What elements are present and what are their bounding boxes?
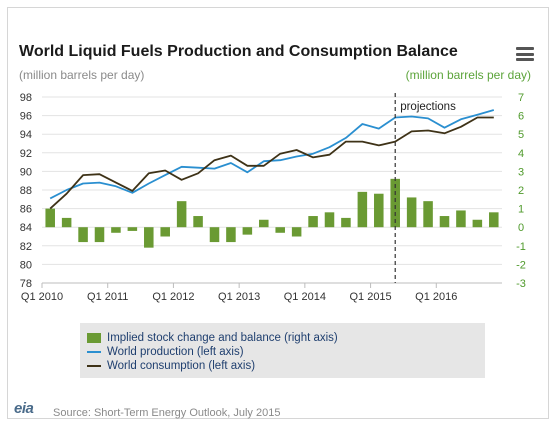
eia-logo: eia — [14, 400, 34, 417]
line-world-production — [49, 109, 495, 200]
right-tick-label: -1 — [516, 241, 526, 253]
left-tick-label: 94 — [20, 129, 32, 141]
right-tick-label: 1 — [518, 204, 524, 216]
legend-label: World production (left axis) — [107, 346, 244, 358]
left-tick-label: 92 — [20, 148, 32, 160]
legend-item-stock-change[interactable]: Implied stock change and balance (right … — [87, 332, 338, 346]
legend-item-consumption[interactable]: World consumption (left axis) — [87, 360, 255, 374]
right-tick-label: 2 — [518, 185, 524, 197]
bar-stock-change — [160, 227, 170, 237]
bar-stock-change — [226, 227, 236, 243]
bar-series — [45, 178, 499, 248]
left-axis-unit: (million barrels per day) — [19, 68, 145, 82]
bar-stock-change — [324, 212, 335, 228]
bar-stock-change — [94, 227, 105, 243]
x-tick-label: Q1 2016 — [415, 291, 457, 303]
left-tick-label: 84 — [20, 222, 32, 234]
bar-stock-change — [127, 227, 138, 231]
bar-stock-change — [291, 227, 302, 237]
bar-stock-change — [193, 216, 203, 228]
grid-lines — [42, 96, 502, 284]
right-tick-label: 6 — [518, 111, 524, 123]
left-tick-label: 90 — [20, 166, 32, 178]
bar-stock-change — [242, 227, 253, 235]
right-tick-label: 7 — [518, 92, 524, 104]
bar-stock-change — [406, 197, 417, 228]
bar-stock-change — [209, 227, 220, 243]
left-tick-label: 88 — [20, 185, 32, 197]
bar-stock-change — [259, 219, 269, 228]
x-tick-label: Q1 2012 — [152, 291, 194, 303]
x-tick-label: Q1 2013 — [218, 291, 260, 303]
hamburger-menu-icon[interactable] — [516, 47, 534, 61]
left-tick-label: 96 — [20, 111, 32, 123]
right-axis-unit: (million barrels per day) — [405, 68, 531, 82]
right-tick-label: 5 — [518, 129, 524, 141]
x-tick-label: Q1 2014 — [284, 291, 326, 303]
bar-stock-change — [61, 217, 72, 228]
left-tick-label: 86 — [20, 204, 32, 216]
bar-stock-change — [472, 219, 483, 228]
x-tick-label: Q1 2011 — [87, 291, 128, 303]
right-tick-label: 0 — [518, 222, 524, 234]
left-tick-label: 78 — [20, 278, 32, 290]
legend-swatch-bar — [87, 333, 101, 343]
bar-stock-change — [111, 227, 121, 233]
bar-stock-change — [390, 178, 400, 228]
right-tick-label: 4 — [518, 148, 524, 160]
right-tick-label: -2 — [516, 259, 526, 271]
legend-swatch-line — [87, 365, 101, 367]
x-tick-label: Q1 2015 — [349, 291, 391, 303]
legend-item-production[interactable]: World production (left axis) — [87, 346, 244, 360]
left-tick-label: 98 — [20, 92, 32, 104]
bar-stock-change — [423, 201, 433, 228]
left-tick-label: 80 — [20, 259, 32, 271]
line-series — [49, 109, 495, 210]
x-tick-label: Q1 2010 — [21, 291, 63, 303]
right-tick-label: 3 — [518, 166, 524, 178]
legend: Implied stock change and balance (right … — [80, 323, 485, 378]
chart-title: World Liquid Fuels Production and Consum… — [19, 43, 458, 60]
legend-label: World consumption (left axis) — [107, 360, 256, 372]
bar-stock-change — [78, 227, 88, 243]
bar-stock-change — [456, 210, 466, 228]
source-note: Source: Short-Term Energy Outlook, July … — [53, 407, 281, 419]
projection-label: projections — [400, 101, 456, 113]
bar-stock-change — [374, 193, 384, 228]
bar-stock-change — [489, 212, 499, 228]
bar-stock-change — [176, 201, 187, 228]
bar-stock-change — [275, 227, 285, 233]
axes: 78 80 82 84 86 88 90 92 94 96 98 -3 -2 -1 0 1 2 3 4 5 6 7 Q1 2… — [20, 92, 526, 303]
bar-stock-change — [439, 216, 450, 228]
line-world-consumption — [49, 116, 494, 210]
right-tick-label: -3 — [516, 278, 526, 290]
bar-stock-change — [357, 191, 368, 228]
bar-stock-change — [308, 216, 318, 228]
bar-stock-change — [45, 208, 55, 228]
bar-stock-change — [144, 227, 154, 248]
chart-frame — [7, 7, 549, 419]
legend-swatch-line — [87, 351, 101, 353]
legend-label: Implied stock change and balance (right … — [107, 332, 338, 344]
left-tick-label: 82 — [20, 241, 32, 253]
bar-stock-change — [341, 217, 351, 228]
